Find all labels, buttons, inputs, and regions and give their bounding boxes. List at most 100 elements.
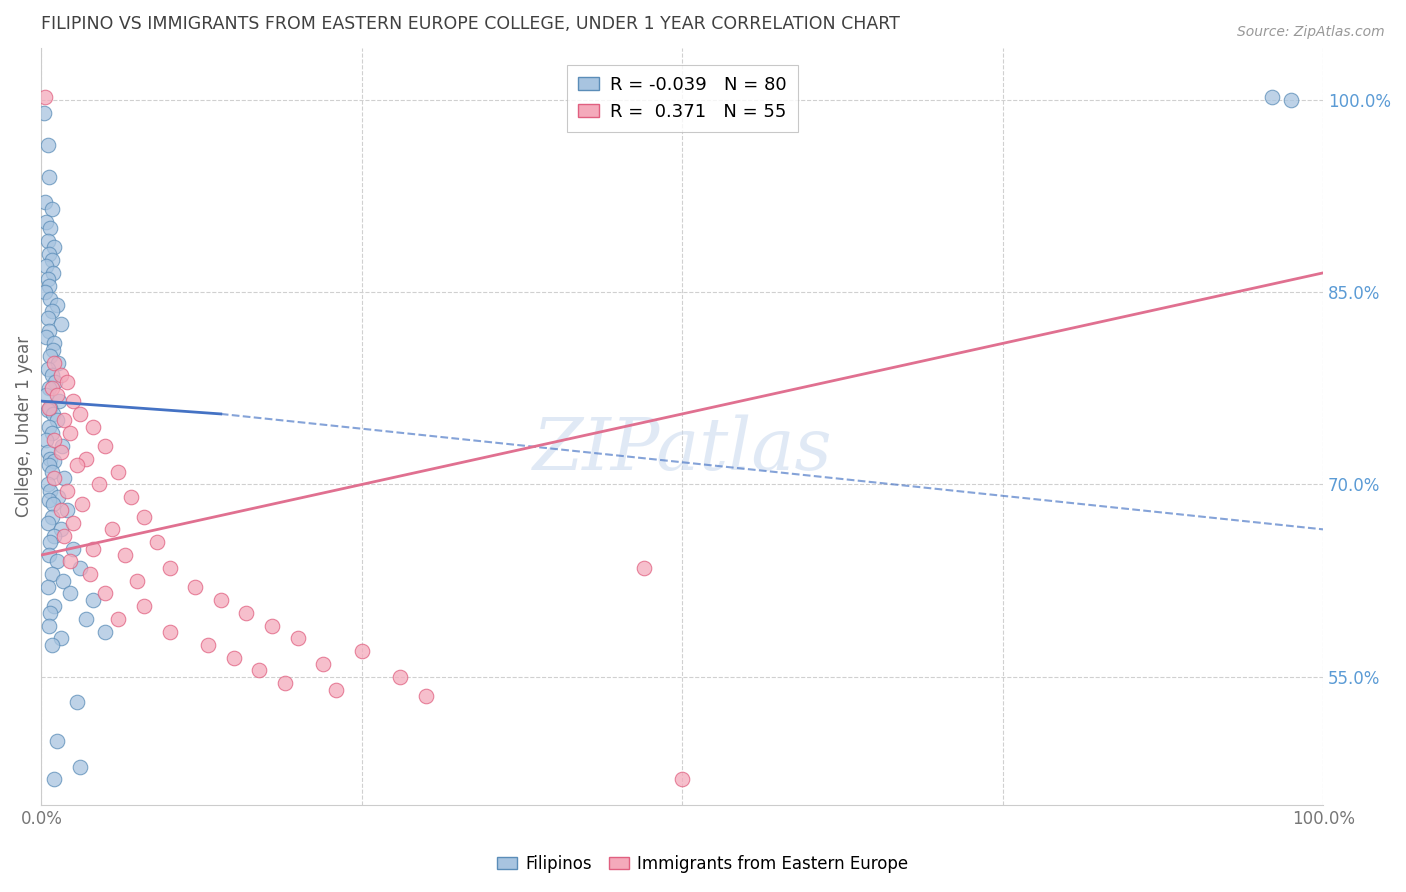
Point bbox=[35, 433, 58, 447]
Point bbox=[38, 381, 60, 395]
Point bbox=[44, 375, 66, 389]
Point bbox=[42, 266, 65, 280]
Point bbox=[159, 561, 181, 575]
Point bbox=[37, 137, 59, 152]
Point bbox=[41, 567, 63, 582]
Point bbox=[46, 491, 69, 505]
Point bbox=[75, 612, 97, 626]
Point bbox=[39, 401, 62, 415]
Point bbox=[38, 419, 60, 434]
Y-axis label: College, Under 1 year: College, Under 1 year bbox=[15, 336, 32, 517]
Point bbox=[44, 599, 66, 614]
Point bbox=[48, 394, 70, 409]
Point bbox=[79, 567, 101, 582]
Point bbox=[34, 90, 56, 104]
Point bbox=[53, 471, 76, 485]
Point bbox=[197, 638, 219, 652]
Point bbox=[46, 356, 69, 370]
Text: ZIPatlas: ZIPatlas bbox=[533, 414, 832, 484]
Point bbox=[56, 503, 79, 517]
Point bbox=[132, 599, 155, 614]
Point bbox=[184, 580, 207, 594]
Point bbox=[37, 477, 59, 491]
Point bbox=[38, 246, 60, 260]
Point bbox=[49, 368, 72, 383]
Point bbox=[39, 451, 62, 466]
Point bbox=[35, 214, 58, 228]
Point bbox=[44, 772, 66, 787]
Point bbox=[32, 105, 55, 120]
Point bbox=[58, 554, 80, 568]
Point bbox=[49, 317, 72, 331]
Point bbox=[107, 465, 129, 479]
Point bbox=[41, 368, 63, 383]
Point bbox=[38, 401, 60, 415]
Point bbox=[49, 503, 72, 517]
Point bbox=[1279, 93, 1302, 107]
Point bbox=[127, 574, 149, 588]
Point bbox=[53, 529, 76, 543]
Point bbox=[260, 618, 283, 632]
Point bbox=[87, 477, 110, 491]
Point bbox=[58, 586, 80, 600]
Point bbox=[62, 541, 84, 556]
Point bbox=[38, 324, 60, 338]
Point bbox=[82, 419, 104, 434]
Point bbox=[37, 234, 59, 248]
Point bbox=[94, 624, 117, 639]
Point bbox=[39, 349, 62, 363]
Text: Source: ZipAtlas.com: Source: ZipAtlas.com bbox=[1237, 25, 1385, 39]
Point bbox=[94, 586, 117, 600]
Point bbox=[52, 574, 75, 588]
Point bbox=[350, 644, 373, 658]
Point bbox=[45, 387, 67, 401]
Point bbox=[49, 445, 72, 459]
Point bbox=[69, 561, 91, 575]
Point bbox=[41, 381, 63, 395]
Point bbox=[38, 169, 60, 184]
Point bbox=[41, 509, 63, 524]
Point bbox=[107, 612, 129, 626]
Point bbox=[37, 362, 59, 376]
Point bbox=[41, 304, 63, 318]
Point bbox=[62, 516, 84, 530]
Point bbox=[222, 650, 245, 665]
Point bbox=[38, 492, 60, 507]
Point bbox=[51, 439, 73, 453]
Point bbox=[37, 403, 59, 417]
Point bbox=[56, 483, 79, 498]
Point bbox=[82, 541, 104, 556]
Text: FILIPINO VS IMMIGRANTS FROM EASTERN EUROPE COLLEGE, UNDER 1 YEAR CORRELATION CHA: FILIPINO VS IMMIGRANTS FROM EASTERN EURO… bbox=[41, 15, 900, 33]
Point bbox=[44, 454, 66, 468]
Point bbox=[114, 548, 136, 562]
Point bbox=[45, 554, 67, 568]
Point bbox=[37, 516, 59, 530]
Point bbox=[58, 426, 80, 441]
Point bbox=[42, 343, 65, 357]
Point bbox=[53, 413, 76, 427]
Point bbox=[56, 375, 79, 389]
Point bbox=[39, 292, 62, 306]
Point bbox=[45, 298, 67, 312]
Point bbox=[44, 433, 66, 447]
Point bbox=[633, 561, 655, 575]
Point bbox=[39, 606, 62, 620]
Point bbox=[34, 195, 56, 210]
Point bbox=[41, 638, 63, 652]
Legend: R = -0.039   N = 80, R =  0.371   N = 55: R = -0.039 N = 80, R = 0.371 N = 55 bbox=[567, 65, 797, 132]
Point bbox=[72, 497, 94, 511]
Point bbox=[45, 734, 67, 748]
Point bbox=[38, 618, 60, 632]
Point bbox=[49, 632, 72, 646]
Point bbox=[49, 522, 72, 536]
Point bbox=[145, 535, 167, 549]
Point bbox=[274, 676, 297, 690]
Point bbox=[325, 682, 347, 697]
Point bbox=[41, 253, 63, 268]
Point bbox=[94, 439, 117, 453]
Point bbox=[75, 451, 97, 466]
Point bbox=[235, 606, 257, 620]
Point bbox=[39, 535, 62, 549]
Point bbox=[247, 664, 270, 678]
Point bbox=[35, 387, 58, 401]
